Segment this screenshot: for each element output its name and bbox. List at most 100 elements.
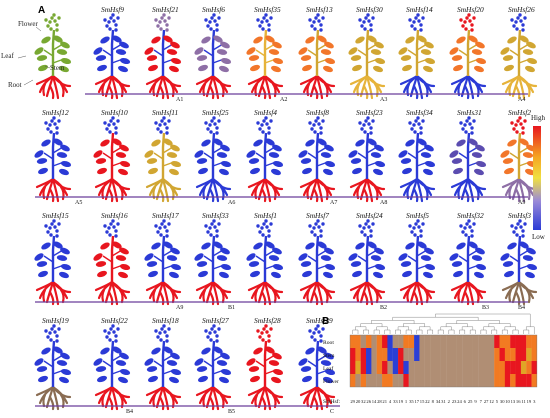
flower bbox=[267, 23, 271, 27]
leaf bbox=[374, 41, 384, 49]
leaf bbox=[219, 168, 229, 176]
flower bbox=[213, 19, 217, 23]
leaf bbox=[398, 47, 408, 55]
flower bbox=[468, 225, 472, 229]
flower bbox=[53, 122, 57, 126]
heatmap-cell bbox=[456, 361, 463, 374]
leaf bbox=[97, 167, 107, 175]
flower bbox=[116, 16, 120, 20]
flower bbox=[261, 27, 265, 31]
flower bbox=[215, 131, 219, 135]
root-branch bbox=[457, 288, 462, 303]
gene-label: SmHsf29 bbox=[306, 316, 333, 325]
flower bbox=[55, 229, 59, 233]
flower bbox=[319, 28, 323, 32]
flower bbox=[459, 121, 463, 125]
flower bbox=[215, 23, 219, 27]
leaf bbox=[95, 366, 107, 372]
stem-organ bbox=[211, 29, 216, 76]
flower bbox=[44, 329, 48, 333]
flower bbox=[159, 130, 163, 134]
flower-organ bbox=[44, 219, 61, 238]
flower bbox=[312, 331, 316, 335]
flower-organ bbox=[103, 324, 120, 343]
stem-organ bbox=[110, 132, 115, 179]
leaf bbox=[475, 263, 487, 271]
flower bbox=[44, 121, 48, 125]
flower bbox=[363, 27, 367, 31]
flower bbox=[317, 19, 321, 23]
plant: SmHsf11 bbox=[144, 108, 182, 203]
leaf bbox=[220, 144, 230, 152]
leaf-organ bbox=[449, 35, 487, 73]
root-branch bbox=[323, 82, 329, 98]
leaf bbox=[265, 35, 275, 43]
leaf bbox=[220, 41, 230, 49]
flower bbox=[52, 324, 56, 328]
flower bbox=[419, 234, 423, 238]
leaf bbox=[502, 158, 514, 164]
heatmap-cell bbox=[392, 348, 399, 361]
flower-organ bbox=[308, 324, 325, 343]
flower-organ bbox=[308, 219, 325, 238]
root-branch bbox=[101, 288, 106, 303]
plant: SmHsf27 bbox=[194, 316, 232, 411]
heatmap-cell bbox=[403, 348, 409, 361]
heatmap-cell bbox=[360, 361, 367, 374]
plant: SmHsf15 bbox=[34, 211, 72, 306]
root-branch bbox=[247, 280, 267, 292]
flower bbox=[256, 121, 260, 125]
heatmap-cell bbox=[398, 361, 404, 374]
flower-organ bbox=[408, 116, 425, 135]
leaf bbox=[420, 152, 432, 158]
leaf bbox=[166, 49, 178, 55]
heatmap-cell bbox=[446, 361, 452, 374]
leaf bbox=[216, 255, 228, 261]
flower bbox=[111, 219, 115, 223]
flower bbox=[111, 116, 115, 120]
root-branch bbox=[152, 393, 157, 408]
leaf bbox=[194, 253, 204, 261]
root-branch bbox=[202, 288, 207, 303]
heatmap-column-label: 11 bbox=[521, 399, 526, 404]
flower bbox=[312, 20, 316, 24]
flower bbox=[112, 330, 116, 334]
heatmap-cell bbox=[360, 374, 367, 387]
root-branch bbox=[474, 288, 480, 304]
flower bbox=[49, 130, 53, 134]
flower-organ bbox=[510, 219, 527, 238]
flower bbox=[416, 13, 420, 17]
flower-organ bbox=[408, 13, 425, 32]
leaf bbox=[298, 150, 308, 158]
heatmap-cell bbox=[414, 335, 420, 348]
group-bar-label: B1 bbox=[228, 305, 235, 311]
root-branch bbox=[412, 187, 419, 203]
heatmap-cell bbox=[531, 361, 538, 374]
leaf bbox=[36, 366, 48, 372]
root-branch bbox=[271, 288, 277, 304]
dendrogram-branch bbox=[397, 326, 409, 330]
flower bbox=[57, 327, 61, 331]
leaf-organ bbox=[500, 35, 538, 73]
color-scale-low: Low bbox=[532, 233, 546, 241]
leaf bbox=[374, 247, 384, 255]
flower bbox=[209, 130, 213, 134]
flower bbox=[55, 131, 59, 135]
flower bbox=[515, 130, 519, 134]
dendrogram-branch bbox=[360, 323, 383, 327]
heatmap-cell bbox=[403, 361, 409, 374]
root-branch bbox=[48, 187, 55, 203]
group-bar-label: B2 bbox=[380, 305, 387, 311]
root-branch bbox=[158, 395, 165, 411]
flower bbox=[310, 127, 314, 131]
flower bbox=[321, 327, 325, 331]
flower bbox=[419, 126, 423, 130]
root-branch bbox=[107, 395, 114, 411]
heatmap-column-label: 9 bbox=[474, 399, 477, 404]
leaf bbox=[112, 346, 122, 354]
heatmap-cell bbox=[446, 348, 452, 361]
leaf bbox=[468, 138, 478, 146]
flower bbox=[461, 24, 465, 28]
dendrogram-branch bbox=[437, 329, 444, 334]
flower bbox=[512, 24, 516, 28]
